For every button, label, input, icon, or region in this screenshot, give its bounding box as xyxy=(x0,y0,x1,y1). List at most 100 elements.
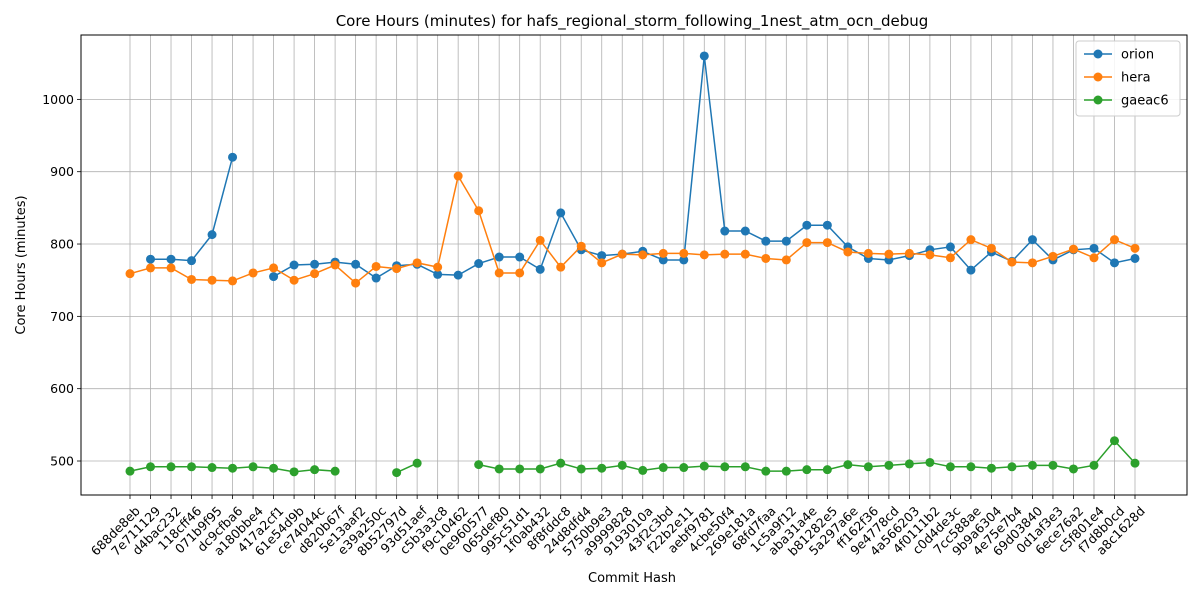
legend-box xyxy=(1075,40,1181,117)
data-point-gaeac6 xyxy=(822,465,832,475)
data-point-orion xyxy=(1027,235,1037,245)
data-point-gaeac6 xyxy=(720,462,730,472)
data-point-gaeac6 xyxy=(1130,458,1140,468)
data-point-hera xyxy=(1027,258,1037,268)
data-point-orion xyxy=(802,220,812,230)
data-point-gaeac6 xyxy=(597,463,607,473)
data-point-gaeac6 xyxy=(289,467,299,477)
series-gaeac6 xyxy=(125,436,1140,478)
data-point-hera xyxy=(699,250,709,260)
legend-marker-orion xyxy=(1093,49,1103,59)
data-point-gaeac6 xyxy=(1048,460,1058,470)
data-point-gaeac6 xyxy=(617,460,627,470)
data-point-gaeac6 xyxy=(1007,462,1017,472)
data-point-hera xyxy=(125,269,135,279)
data-point-hera xyxy=(1007,257,1017,267)
data-point-gaeac6 xyxy=(412,458,422,468)
data-point-hera xyxy=(925,250,935,260)
data-point-hera xyxy=(535,235,545,245)
series-layer xyxy=(125,51,1140,478)
data-point-gaeac6 xyxy=(248,462,258,472)
data-point-hera xyxy=(556,262,566,272)
data-point-gaeac6 xyxy=(166,462,176,472)
data-point-hera xyxy=(351,278,361,288)
data-point-gaeac6 xyxy=(863,462,873,472)
data-point-gaeac6 xyxy=(986,463,996,473)
data-point-hera xyxy=(1089,253,1099,263)
data-point-orion xyxy=(720,226,730,236)
plot-frame xyxy=(80,34,1188,496)
data-point-orion xyxy=(556,208,566,218)
data-point-orion xyxy=(679,255,689,265)
data-point-gaeac6 xyxy=(125,466,135,476)
data-point-hera xyxy=(1048,251,1058,261)
data-point-orion xyxy=(146,254,156,264)
legend-marker-hera xyxy=(1093,72,1103,82)
data-point-gaeac6 xyxy=(576,464,586,474)
data-point-gaeac6 xyxy=(535,464,545,474)
series-hera xyxy=(125,171,1140,288)
data-point-gaeac6 xyxy=(740,462,750,472)
data-point-hera xyxy=(289,275,299,285)
data-point-gaeac6 xyxy=(884,460,894,470)
data-point-orion xyxy=(1130,253,1140,263)
data-point-orion xyxy=(166,254,176,264)
data-point-orion xyxy=(494,252,504,262)
data-point-hera xyxy=(863,248,873,258)
data-point-hera xyxy=(966,235,976,245)
data-point-gaeac6 xyxy=(207,463,217,473)
data-point-orion xyxy=(1109,258,1119,268)
y-tick-label: 900 xyxy=(50,164,74,179)
data-point-gaeac6 xyxy=(392,468,402,478)
data-point-gaeac6 xyxy=(228,463,238,473)
data-point-hera xyxy=(679,248,689,258)
data-point-orion xyxy=(310,259,320,269)
data-point-orion xyxy=(207,230,217,240)
y-axis: 500 600 700 800 900 1000 xyxy=(42,92,81,469)
data-point-hera xyxy=(720,249,730,259)
data-point-orion xyxy=(1089,243,1099,253)
data-point-hera xyxy=(597,258,607,268)
data-point-hera xyxy=(638,250,648,260)
data-point-hera xyxy=(740,249,750,259)
data-point-hera xyxy=(761,253,771,263)
data-point-hera xyxy=(904,248,914,258)
data-point-orion xyxy=(228,152,238,162)
data-point-hera xyxy=(433,262,443,272)
data-point-hera xyxy=(1109,235,1119,245)
data-point-hera xyxy=(453,171,463,181)
data-point-hera xyxy=(166,263,176,273)
data-point-gaeac6 xyxy=(515,464,525,474)
data-point-orion xyxy=(699,51,709,61)
data-point-gaeac6 xyxy=(310,465,320,475)
data-point-orion xyxy=(658,255,668,265)
data-point-hera xyxy=(146,263,156,273)
legend-marker-gaeac6 xyxy=(1093,95,1103,105)
y-tick-label: 800 xyxy=(50,237,74,252)
data-point-gaeac6 xyxy=(658,463,668,473)
data-point-hera xyxy=(1068,244,1078,254)
legend-label-orion: orion xyxy=(1121,48,1154,63)
y-tick-label: 700 xyxy=(50,309,74,324)
data-point-orion xyxy=(351,259,361,269)
data-point-gaeac6 xyxy=(904,459,914,469)
data-point-hera xyxy=(412,258,422,268)
data-point-hera xyxy=(228,276,238,286)
data-point-orion xyxy=(781,236,791,246)
data-point-hera xyxy=(617,249,627,259)
data-point-hera xyxy=(822,238,832,248)
data-point-orion xyxy=(822,220,832,230)
data-point-orion xyxy=(289,260,299,270)
data-point-hera xyxy=(248,268,258,278)
data-point-orion xyxy=(371,273,381,283)
data-point-gaeac6 xyxy=(699,461,709,471)
data-point-gaeac6 xyxy=(1089,460,1099,470)
data-point-hera xyxy=(207,275,217,285)
data-point-orion xyxy=(966,265,976,275)
data-point-hera xyxy=(843,247,853,257)
data-point-gaeac6 xyxy=(1027,460,1037,470)
data-point-hera xyxy=(310,269,320,279)
data-point-hera xyxy=(945,253,955,263)
data-point-gaeac6 xyxy=(945,462,955,472)
